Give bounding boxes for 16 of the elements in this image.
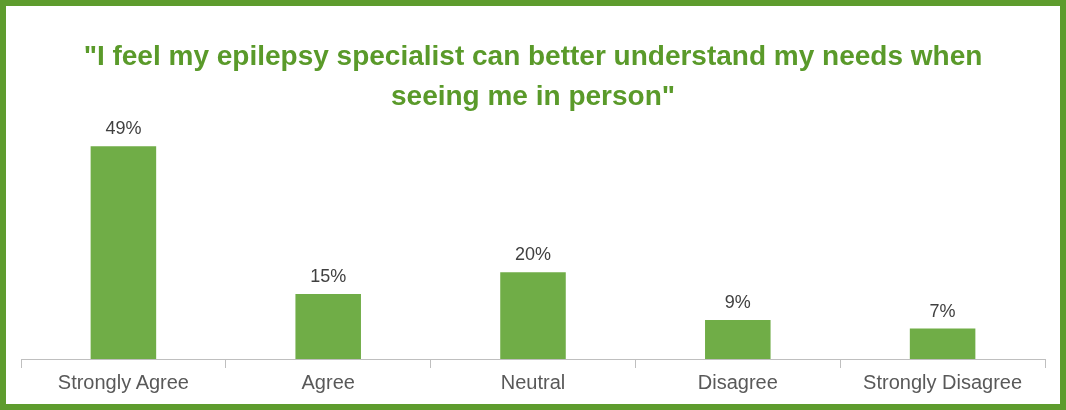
bar xyxy=(90,146,157,359)
x-tick-label: Neutral xyxy=(500,370,566,393)
bar xyxy=(705,319,771,359)
x-tick-label: Strongly Disagree xyxy=(863,370,1023,393)
data-label: 49% xyxy=(105,118,142,139)
data-label: 20% xyxy=(514,244,552,265)
chart-title: "I feel my epilepsy specialist can better understand my needs when seeing me in person" xyxy=(82,39,984,113)
data-label: 7% xyxy=(929,300,956,321)
data-label: 9% xyxy=(724,291,751,312)
x-tick-label: Disagree xyxy=(697,370,778,393)
x-tick-label: Agree xyxy=(301,370,355,393)
data-label: 15% xyxy=(310,265,347,286)
x-tick-label: Strongly Agree xyxy=(57,370,189,393)
bar xyxy=(500,272,566,359)
bar xyxy=(909,328,976,359)
bar xyxy=(295,293,361,359)
